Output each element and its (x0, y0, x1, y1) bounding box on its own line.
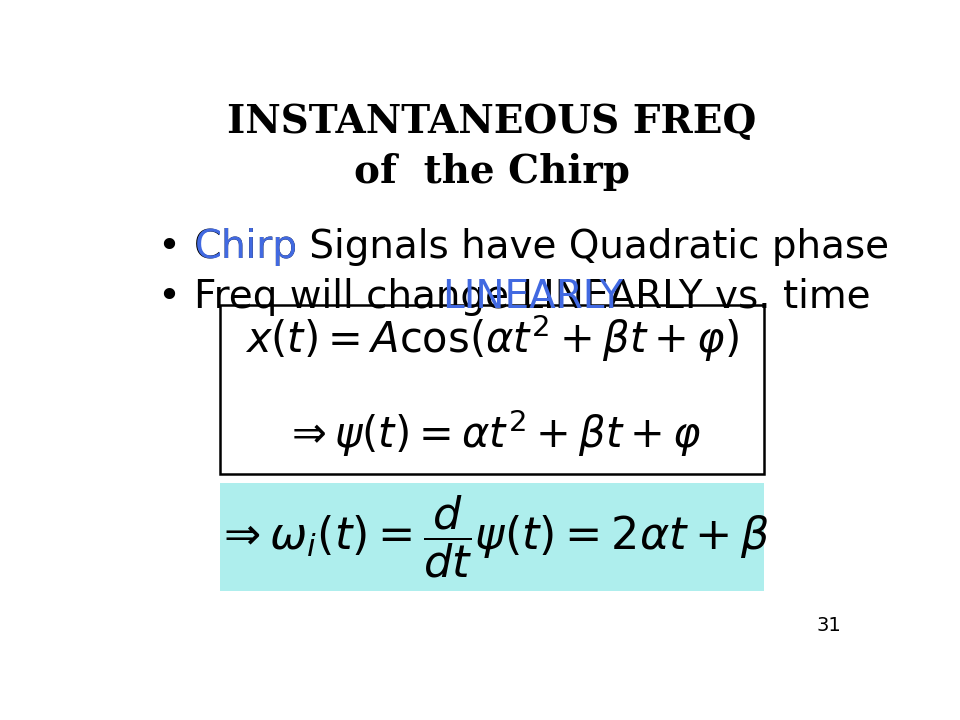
FancyBboxPatch shape (221, 483, 763, 591)
Text: Chirp: Chirp (194, 228, 298, 266)
Text: $x(t) = A\cos(\alpha t^2 + \beta t + \varphi)$: $x(t) = A\cos(\alpha t^2 + \beta t + \va… (245, 313, 739, 364)
Text: •: • (157, 278, 180, 315)
Text: $\Rightarrow \psi(t) = \alpha t^2 + \beta t + \varphi$: $\Rightarrow \psi(t) = \alpha t^2 + \bet… (282, 407, 702, 459)
Text: of  the Chirp: of the Chirp (354, 153, 630, 191)
Text: INSTANTANEOUS FREQ: INSTANTANEOUS FREQ (228, 103, 756, 141)
Text: Chirp Signals have Quadratic phase: Chirp Signals have Quadratic phase (194, 228, 890, 266)
FancyBboxPatch shape (221, 305, 763, 474)
Text: •: • (157, 228, 180, 266)
Text: Freq will change LINEARLY vs. time: Freq will change LINEARLY vs. time (194, 278, 871, 315)
Text: 31: 31 (817, 616, 842, 635)
Text: $\Rightarrow \omega_i(t) = \dfrac{d}{dt}\psi(t) = 2\alpha t + \beta$: $\Rightarrow \omega_i(t) = \dfrac{d}{dt}… (215, 493, 769, 580)
Text: LINEARLY: LINEARLY (443, 278, 623, 315)
